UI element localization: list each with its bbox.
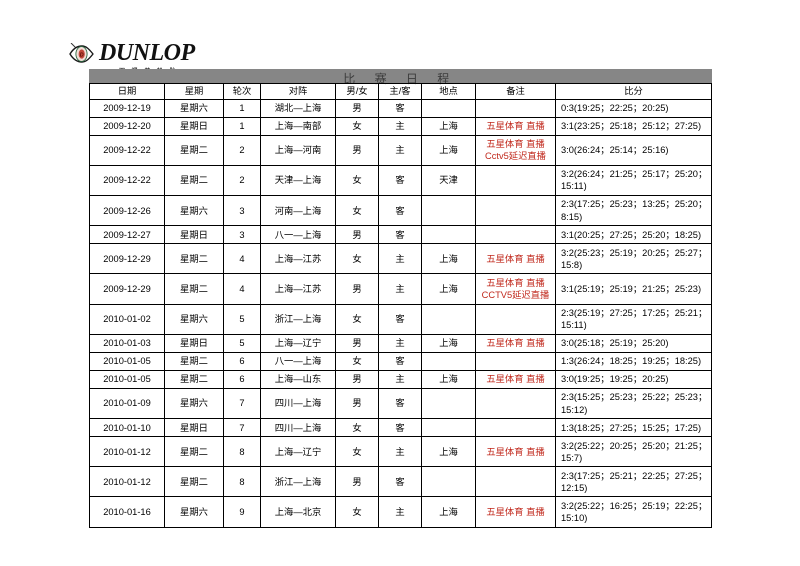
svg-text:D: D	[80, 52, 84, 58]
